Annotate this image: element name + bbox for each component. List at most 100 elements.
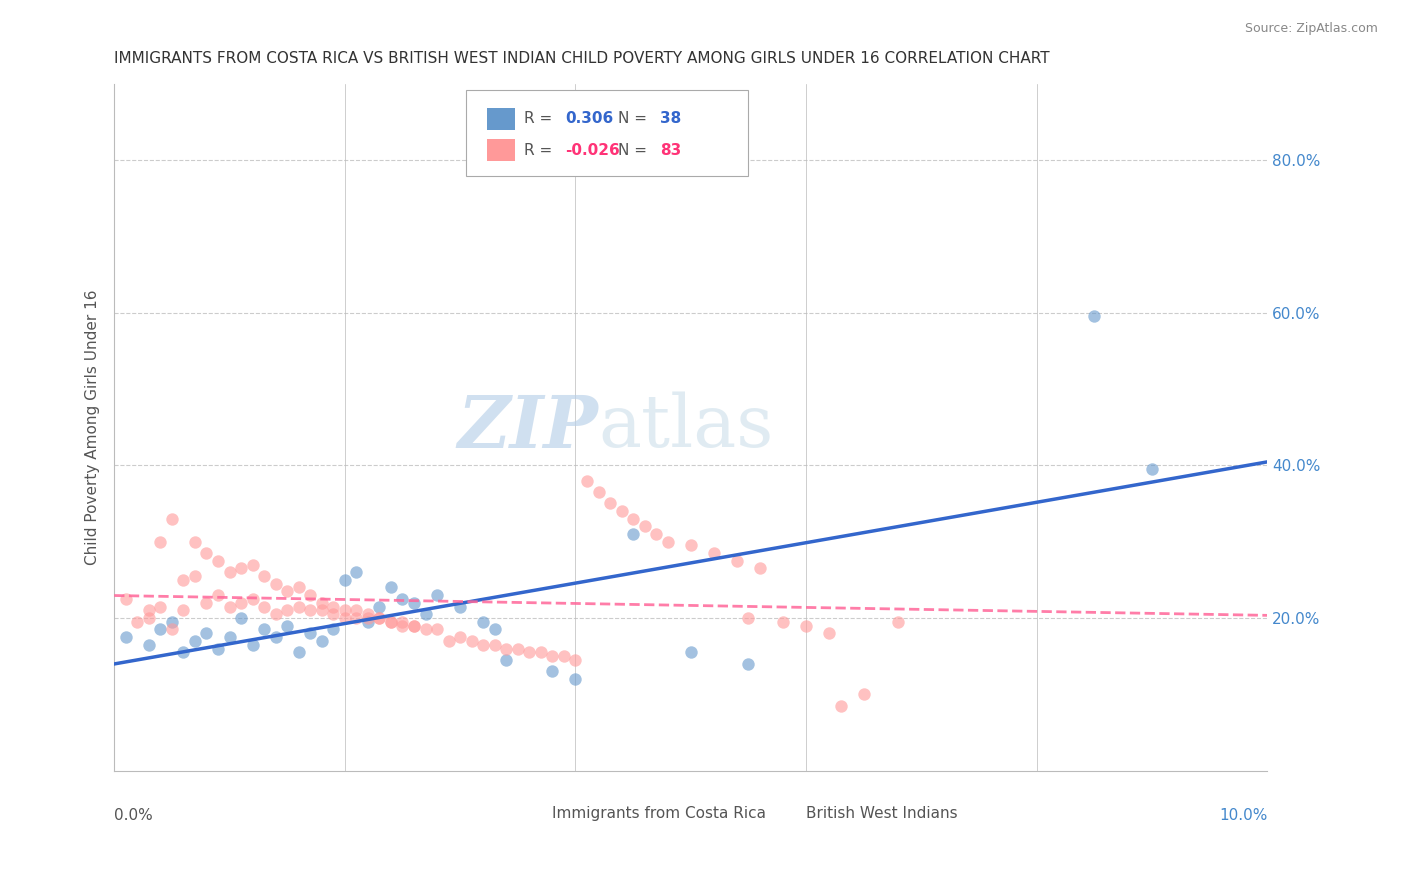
FancyBboxPatch shape: [486, 139, 516, 161]
Point: [195, 546, 218, 560]
Point: [195, 626, 218, 640]
Point: [127, 615, 149, 629]
Point: [484, 638, 506, 652]
Point: [299, 588, 322, 602]
Text: 38: 38: [659, 112, 681, 126]
Point: [172, 603, 194, 617]
Point: [517, 645, 540, 659]
Text: 83: 83: [659, 143, 681, 158]
Text: 0.306: 0.306: [565, 112, 613, 126]
FancyBboxPatch shape: [523, 806, 548, 824]
Point: [749, 561, 772, 575]
Point: [380, 615, 402, 629]
Point: [138, 611, 160, 625]
Point: [564, 653, 586, 667]
Point: [276, 618, 298, 632]
Point: [495, 641, 517, 656]
Text: Source: ZipAtlas.com: Source: ZipAtlas.com: [1244, 22, 1378, 36]
Point: [276, 584, 298, 599]
Point: [679, 645, 702, 659]
Point: [322, 607, 344, 622]
Point: [357, 607, 380, 622]
Point: [737, 657, 759, 671]
Point: [207, 554, 229, 568]
Point: [645, 527, 668, 541]
Point: [344, 611, 367, 625]
Point: [160, 623, 183, 637]
Point: [391, 591, 413, 606]
Point: [391, 618, 413, 632]
Point: [357, 615, 380, 629]
Point: [149, 534, 172, 549]
Point: [621, 512, 644, 526]
Point: [207, 588, 229, 602]
Point: [264, 630, 287, 644]
Point: [357, 611, 380, 625]
Point: [575, 474, 598, 488]
Point: [506, 641, 529, 656]
Point: [114, 591, 136, 606]
Point: [657, 534, 679, 549]
Point: [588, 485, 610, 500]
Point: [794, 618, 817, 632]
Point: [311, 596, 333, 610]
Point: [333, 603, 356, 617]
Point: [541, 665, 564, 679]
Point: [207, 641, 229, 656]
Point: [772, 615, 794, 629]
Point: [299, 626, 322, 640]
Point: [541, 649, 564, 664]
Point: [344, 565, 367, 579]
Point: [484, 623, 506, 637]
Point: [426, 588, 449, 602]
Point: [287, 581, 309, 595]
Text: IMMIGRANTS FROM COSTA RICA VS BRITISH WEST INDIAN CHILD POVERTY AMONG GIRLS UNDE: IMMIGRANTS FROM COSTA RICA VS BRITISH WE…: [114, 51, 1050, 66]
Point: [368, 599, 391, 614]
Point: [460, 633, 482, 648]
Point: [218, 599, 240, 614]
Text: N =: N =: [619, 143, 652, 158]
Point: [380, 615, 402, 629]
Point: [495, 653, 517, 667]
Point: [333, 573, 356, 587]
Point: [472, 638, 495, 652]
Point: [149, 599, 172, 614]
Point: [1083, 310, 1105, 324]
Point: [610, 504, 633, 518]
Point: [368, 611, 391, 625]
Point: [887, 615, 910, 629]
Point: [725, 554, 748, 568]
Y-axis label: Child Poverty Among Girls Under 16: Child Poverty Among Girls Under 16: [86, 289, 100, 565]
Point: [380, 581, 402, 595]
Point: [633, 519, 655, 533]
Point: [530, 645, 553, 659]
Point: [737, 611, 759, 625]
Point: [402, 596, 425, 610]
Point: [138, 603, 160, 617]
Point: [287, 645, 309, 659]
Point: [449, 630, 471, 644]
Point: [242, 558, 264, 572]
Point: [426, 623, 449, 637]
Point: [402, 618, 425, 632]
Text: -0.026: -0.026: [565, 143, 620, 158]
Point: [276, 603, 298, 617]
Point: [229, 561, 252, 575]
Point: [287, 599, 309, 614]
Text: 0.0%: 0.0%: [114, 808, 153, 823]
Point: [437, 633, 460, 648]
Point: [114, 630, 136, 644]
Point: [679, 539, 702, 553]
Point: [264, 576, 287, 591]
Point: [253, 599, 276, 614]
Text: R =: R =: [523, 112, 557, 126]
Point: [599, 496, 621, 510]
Point: [322, 623, 344, 637]
Text: N =: N =: [619, 112, 652, 126]
Point: [344, 603, 367, 617]
Point: [218, 630, 240, 644]
Point: [311, 603, 333, 617]
Point: [172, 573, 194, 587]
Point: [149, 623, 172, 637]
Point: [322, 599, 344, 614]
